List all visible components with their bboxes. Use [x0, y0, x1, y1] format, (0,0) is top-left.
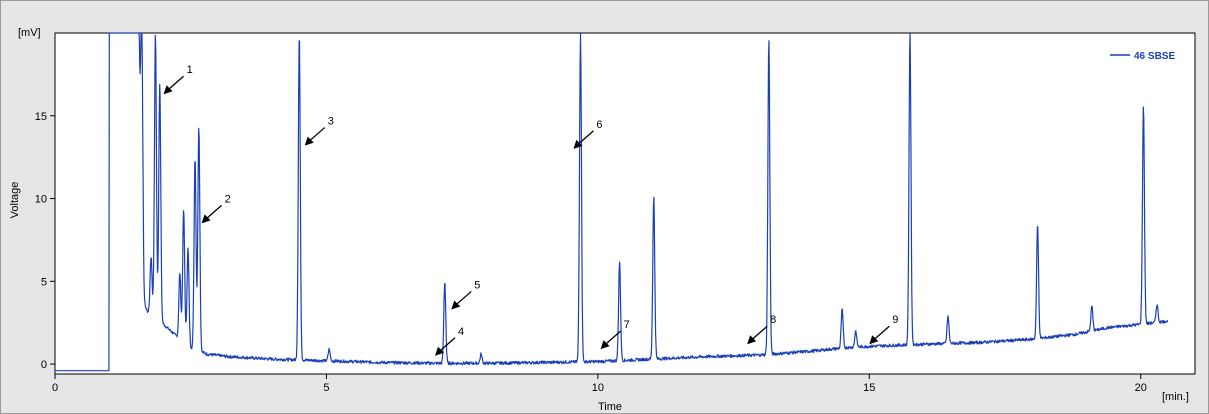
- plot-area: [54, 32, 1196, 375]
- annotation-arrow: [308, 127, 326, 143]
- annotation-label: 6: [596, 119, 602, 131]
- annotation-arrowhead: [163, 85, 173, 95]
- x-axis-label: Time: [598, 401, 622, 413]
- peak-annotation: 3: [304, 116, 334, 146]
- annotation-label: 2: [225, 193, 231, 205]
- y-axis-label: Voltage: [9, 182, 21, 219]
- peak-annotations: 1 2 3 4 5 6 7 8 9: [163, 64, 898, 356]
- annotation-arrowhead: [869, 335, 879, 345]
- annotation-arrowhead: [573, 139, 583, 149]
- annotation-arrow: [167, 75, 184, 91]
- y-tick-label: 5: [41, 276, 47, 288]
- x-unit-label: [min.]: [1162, 391, 1189, 403]
- annotation-arrowhead: [600, 340, 610, 350]
- annotation-arrow: [750, 325, 768, 341]
- y-tick-label: 0: [41, 359, 47, 371]
- x-tick-label: 15: [863, 382, 875, 394]
- annotation-arrowhead: [451, 300, 461, 310]
- legend: 46 SBSE: [1110, 51, 1175, 62]
- annotation-arrow: [454, 290, 472, 306]
- annotation-label: 8: [770, 314, 776, 326]
- axis-ticks: 0 5 10 15 20 0 5 10 15: [35, 111, 1147, 394]
- y-tick-label: 15: [35, 111, 47, 123]
- x-tick-label: 5: [323, 382, 329, 394]
- annotation-arrow: [872, 325, 890, 341]
- peak-annotation: 1: [163, 64, 193, 95]
- legend-label: 46 SBSE: [1134, 51, 1175, 62]
- peak-annotation: 9: [869, 314, 898, 345]
- x-tick-label: 20: [1135, 382, 1147, 394]
- y-unit-label: [mV]: [18, 27, 41, 39]
- peak-annotation: 5: [451, 279, 480, 310]
- annotation-arrow: [604, 330, 621, 346]
- annotation-label: 9: [892, 314, 898, 326]
- peak-annotation: 2: [201, 193, 231, 224]
- y-tick-label: 10: [35, 194, 47, 206]
- peak-annotation: 7: [600, 319, 630, 350]
- annotation-arrowhead: [747, 335, 757, 345]
- annotation-label: 1: [187, 64, 193, 76]
- x-tick-label: 10: [592, 382, 604, 394]
- annotation-label: 3: [328, 116, 334, 128]
- annotation-arrowhead: [435, 346, 444, 356]
- annotation-arrowhead: [201, 214, 211, 224]
- peak-annotation: 6: [573, 119, 603, 149]
- series-line-46-sbse: [54, 32, 1169, 372]
- annotation-arrow: [577, 130, 594, 146]
- peak-annotation: 8: [747, 314, 776, 345]
- annotation-label: 4: [458, 326, 464, 338]
- annotation-arrow: [205, 204, 222, 220]
- x-tick-label: 0: [52, 382, 58, 394]
- peak-annotation: 4: [435, 326, 464, 356]
- annotation-label: 7: [624, 319, 630, 331]
- annotation-arrow: [438, 337, 456, 353]
- annotation-label: 5: [474, 279, 480, 291]
- annotation-arrowhead: [304, 136, 314, 146]
